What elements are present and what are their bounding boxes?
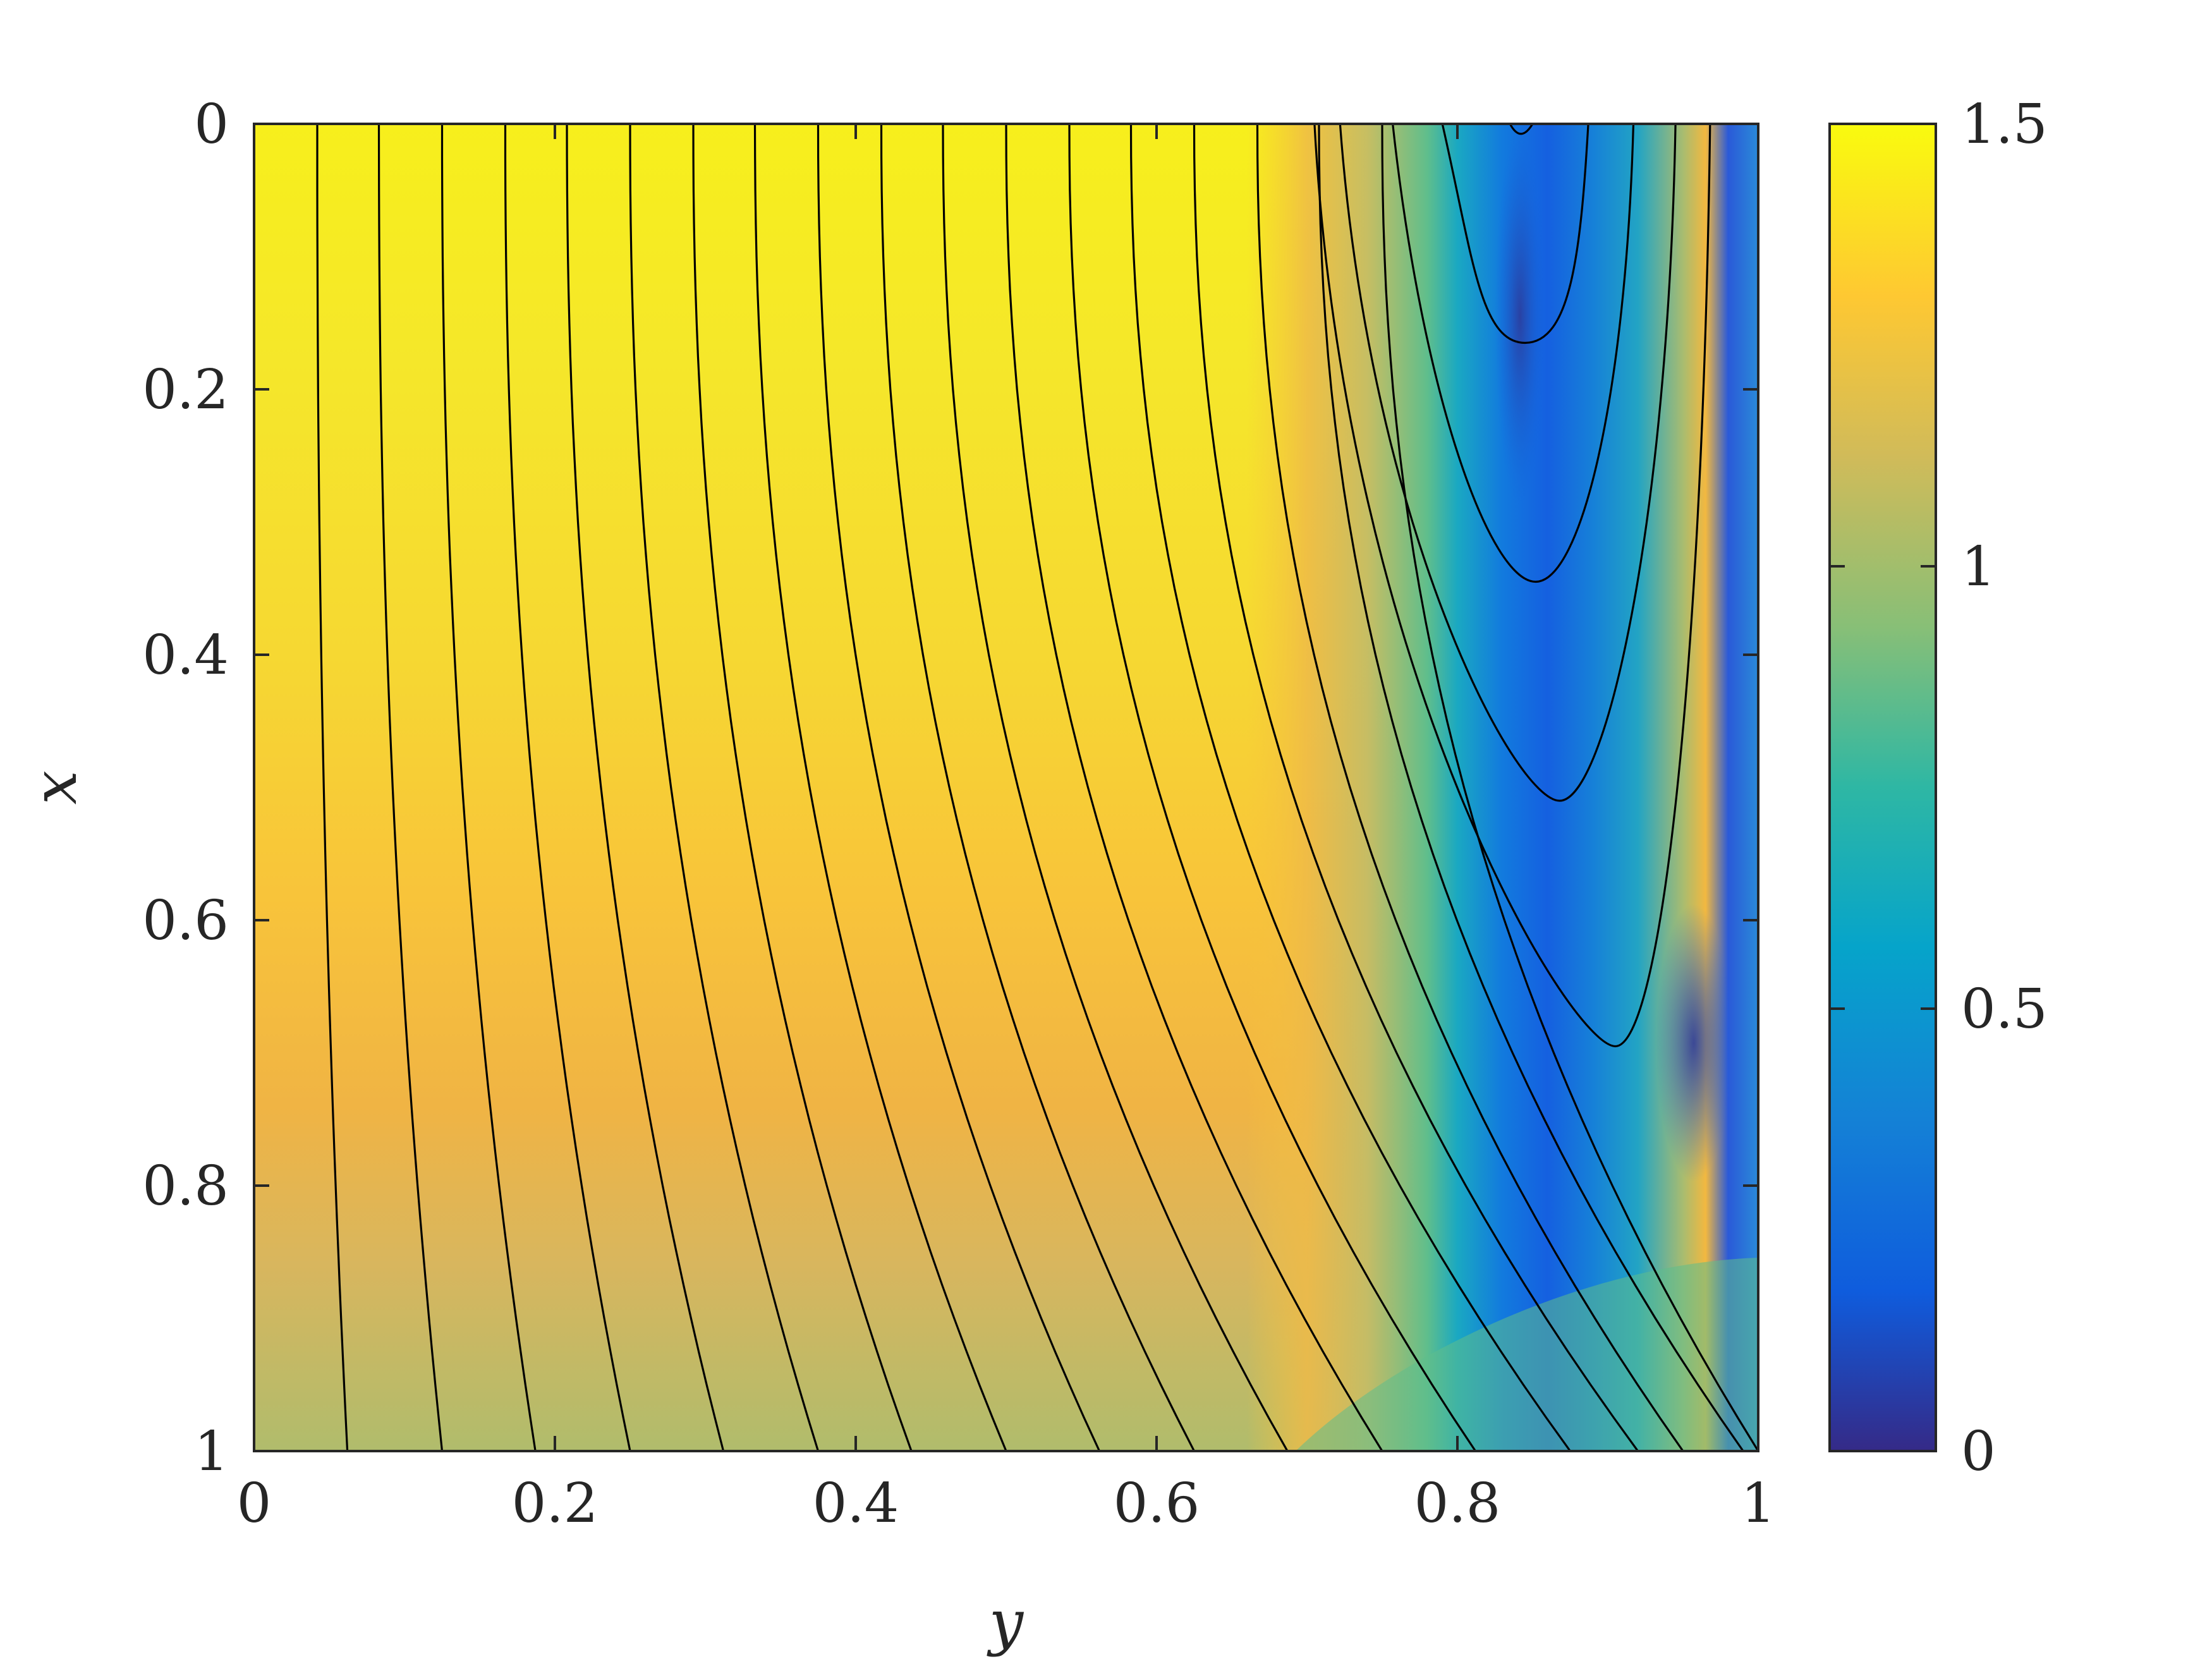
contour-line (817, 124, 1101, 1451)
contour-line (566, 124, 725, 1451)
x-tick-label: 0 (237, 1472, 272, 1535)
contour-line (692, 124, 913, 1451)
contour-line-u (1313, 124, 1711, 1048)
contour-line (1129, 124, 1571, 1451)
contour-line (1256, 124, 1684, 1451)
y-tick-label: 1 (194, 1420, 229, 1483)
contour-line (1005, 124, 1383, 1451)
field-bottom-right (1296, 1258, 1758, 1451)
contour-line-small (1509, 124, 1534, 135)
colorbar-ticks: 0 0.5 1 1.5 (1830, 93, 2048, 1483)
valley-shade (1495, 126, 1545, 506)
colorbar-tick-label: 1.5 (1961, 93, 2048, 156)
colorbar: 0 0.5 1 1.5 (1828, 93, 2048, 1483)
contour-line (1318, 124, 1744, 1451)
y-tick-label: 0.4 (142, 624, 229, 687)
x-axis-label: y (987, 1587, 1024, 1658)
contour-line (441, 124, 537, 1451)
contour-lines (316, 124, 1758, 1451)
y-tick-label: 0.8 (142, 1155, 229, 1218)
plot-area (253, 123, 1759, 1452)
contour-line (1381, 124, 1758, 1451)
contour-line (880, 124, 1195, 1451)
y-axis-label: x (20, 770, 90, 805)
contour-line-u (1441, 124, 1589, 344)
colorbar-tick-label: 0.5 (1961, 978, 2048, 1041)
colorbar-gradient (1830, 124, 1936, 1451)
y-axis-ticks: 0 0.2 0.4 0.6 0.8 1 (142, 93, 1758, 1483)
contour-line (504, 124, 631, 1451)
contour-line (753, 124, 1007, 1451)
contour-line (942, 124, 1289, 1451)
axes-box (253, 123, 1759, 1452)
y-tick-label: 0.2 (142, 358, 229, 422)
contour-line-u (1392, 124, 1635, 583)
contour-line (629, 124, 820, 1451)
x-tick-label: 0.4 (813, 1472, 899, 1535)
valley-shade-low (1656, 904, 1732, 1182)
contour-line (316, 124, 349, 1451)
x-tick-label: 0.6 (1114, 1472, 1200, 1535)
contour-line-u (1339, 124, 1677, 802)
y-tick-label: 0 (194, 93, 229, 156)
colorbar-box (1828, 123, 1937, 1452)
x-tick-label: 0.8 (1414, 1472, 1501, 1535)
contour-line (1193, 124, 1639, 1451)
x-axis-ticks: 0 0.2 0.4 0.6 0.8 1 (237, 124, 1776, 1535)
colorbar-tick-label: 0 (1961, 1420, 1996, 1483)
colorbar-tick-label: 1 (1961, 535, 1996, 599)
contour-line (1068, 124, 1476, 1451)
x-tick-label: 0.2 (512, 1472, 599, 1535)
contour-line (377, 124, 444, 1451)
x-tick-label: 1 (1741, 1472, 1776, 1535)
y-tick-label: 0.6 (142, 889, 229, 952)
